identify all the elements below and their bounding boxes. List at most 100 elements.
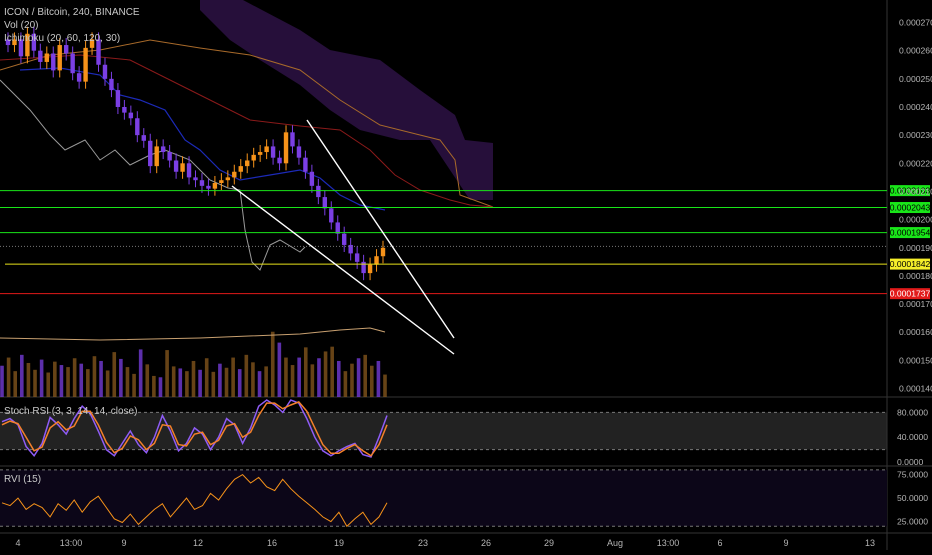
wedge-upper-line (306, 119, 455, 339)
volume-bar (13, 371, 18, 397)
volume-bar (369, 365, 374, 397)
volume-bar (26, 363, 31, 397)
candle-body (251, 154, 256, 161)
candle-body (290, 132, 295, 147)
candle-body (296, 146, 302, 158)
candle-body (89, 39, 95, 48)
rvi-tick-label: 25.0000 (897, 517, 928, 527)
rvi-tick-label: 75.0000 (897, 470, 928, 480)
volume-bar (165, 350, 169, 397)
candle-body (148, 140, 153, 167)
volume-bar (303, 347, 308, 397)
volume-bar (290, 365, 295, 397)
price-level-label: 0.0001954 (890, 228, 931, 238)
rvi-line (1, 473, 388, 528)
candle-body (102, 64, 108, 79)
time-tick-label: 13:00 (60, 538, 83, 548)
volume-bar (257, 371, 262, 397)
volume-bar (152, 375, 156, 397)
stoch-title: Stoch RSI (3, 3, 14, 14, close) (4, 406, 138, 417)
price-tick-label: 0.0001800 (899, 271, 932, 281)
price-tick-label: 0.0002500 (899, 74, 932, 84)
candle-body (354, 253, 360, 262)
volume-bar (297, 357, 301, 397)
volume-bar (383, 374, 387, 397)
rvi-legend[interactable]: RVI (15) (4, 473, 41, 486)
candle-body (115, 90, 121, 107)
candle-body (238, 166, 243, 172)
ichimoku-legend[interactable]: Ichimoku (20, 60, 120, 30) (4, 33, 121, 44)
price-tick-label: 0.0001400 (899, 384, 932, 394)
volume-bar (138, 349, 143, 397)
volume-bar (270, 331, 275, 397)
volume-bar (158, 377, 163, 397)
volume-bar (336, 360, 341, 397)
volume-bar (171, 366, 176, 397)
price-tick-label: 0.0002600 (899, 46, 932, 56)
price-level-tag (890, 185, 930, 197)
candle-body (225, 177, 231, 181)
volume-bar (59, 365, 64, 397)
volume-bar (145, 364, 150, 397)
candle-body (206, 185, 211, 189)
price-tick-label: 0.0002100 (899, 186, 932, 196)
candle-body (367, 264, 373, 274)
candle-body (348, 244, 353, 254)
time-tick-label: 13 (865, 538, 875, 548)
volume-bar (72, 358, 77, 397)
time-tick-label: 19 (334, 538, 344, 548)
candle-body (219, 180, 224, 184)
candle-body (342, 233, 347, 245)
volume-bar (178, 368, 183, 397)
candle-body (167, 152, 172, 161)
candle-body (160, 146, 166, 153)
volume-bar (112, 352, 117, 397)
volume-bar (0, 365, 4, 397)
time-tick-label: Aug (607, 538, 623, 548)
candle-body (212, 183, 218, 189)
rvi-band (0, 469, 887, 527)
time-tick-label: 4 (15, 538, 20, 548)
price-level-tag (890, 258, 930, 270)
price-tick-label: 0.0002400 (899, 102, 932, 112)
candle-body (31, 33, 37, 51)
volume-legend[interactable]: Vol (20) (4, 20, 39, 31)
candle-body (109, 78, 114, 91)
volume-bar (343, 371, 348, 397)
volume-bar (350, 363, 354, 397)
time-tick-label: 9 (783, 538, 788, 548)
volume-bar (53, 361, 57, 397)
price-legend: ICON / Bitcoin, 240, BINANCE Vol (20) Ic… (4, 6, 140, 45)
ichimoku-span-b (0, 39, 494, 208)
volume-bar (33, 369, 37, 397)
volume-bar (218, 363, 222, 397)
candle-body (25, 33, 30, 57)
candle-body (18, 39, 24, 57)
price-tick-label: 0.0002700 (899, 18, 932, 28)
stoch-tick-label: 0.0000 (897, 457, 924, 467)
volume-bar (244, 354, 249, 397)
ichimoku-lagging-span (0, 79, 306, 271)
volume-bar (46, 372, 51, 397)
ichimoku-cloud (200, 0, 493, 200)
symbol-title[interactable]: ICON / Bitcoin, 240, BINANCE (4, 7, 140, 18)
candle-body (141, 135, 146, 141)
candle-body (380, 247, 386, 257)
stoch-tick-label: 80.0000 (897, 407, 928, 417)
candle-body (135, 118, 140, 136)
candle-body (173, 160, 179, 172)
volume-bar (211, 371, 216, 397)
price-level-label: 0.0001737 (890, 289, 931, 299)
candle-body (51, 53, 56, 71)
candle-body (329, 208, 334, 223)
candle-body (38, 50, 43, 62)
stoch-legend[interactable]: Stoch RSI (3, 3, 14, 14, close) (4, 405, 137, 418)
price-tick-label: 0.0002200 (899, 158, 932, 168)
candle-body (12, 39, 17, 46)
volume-bar (99, 360, 103, 397)
price-level-label: 0.0002043 (890, 203, 931, 213)
rvi-tick-label: 50.0000 (897, 493, 928, 503)
time-tick-label: 12 (193, 538, 203, 548)
